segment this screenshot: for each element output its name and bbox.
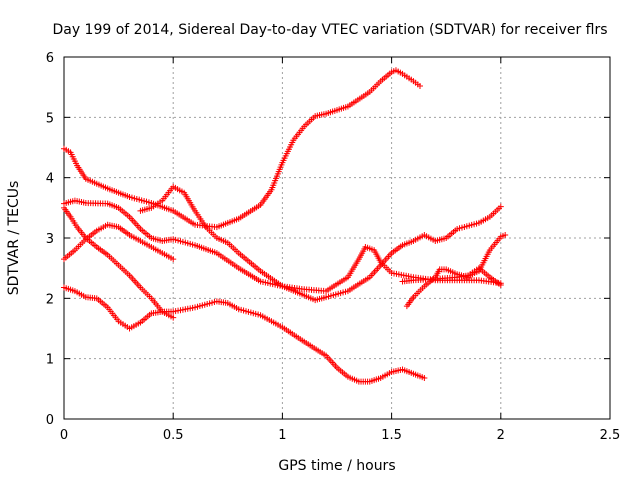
y-tick-label: 2	[46, 292, 54, 307]
y-tick-label: 1	[46, 353, 54, 368]
series-sat-h	[399, 265, 504, 289]
series-sat-f	[137, 183, 504, 304]
data-point	[416, 82, 423, 89]
x-tick-label: 2	[497, 428, 505, 443]
tick-labels: 0 0.5 1 1.5 2 2.5 0 1 2 3 4 5 6	[46, 51, 621, 443]
x-tick-label: 2.5	[600, 428, 621, 443]
x-tick-label: 1.5	[381, 428, 402, 443]
x-axis-label: GPS time / hours	[278, 458, 395, 474]
y-tick-label: 3	[46, 232, 54, 247]
y-tick-label: 5	[46, 111, 54, 126]
y-axis-label: SDTVAR / TECUs	[6, 181, 22, 296]
series-sat-b	[61, 197, 504, 295]
grid-lines	[64, 57, 610, 419]
data-point	[421, 374, 428, 381]
x-tick-label: 1	[278, 428, 286, 443]
data-point	[497, 282, 504, 289]
x-tick-label: 0	[60, 428, 68, 443]
axis-ticks	[63, 56, 611, 420]
data-point	[170, 314, 177, 321]
x-tick-label: 0.5	[163, 428, 184, 443]
data-point	[497, 203, 504, 210]
data-point	[170, 256, 177, 263]
y-tick-label: 0	[46, 413, 54, 428]
series-sat-e	[61, 284, 428, 385]
series-group	[61, 67, 509, 385]
data-point	[502, 231, 509, 238]
series-sat-c	[61, 221, 177, 263]
y-tick-label: 6	[46, 51, 54, 66]
chart-title: Day 199 of 2014, Sidereal Day-to-day VTE…	[52, 22, 607, 38]
y-tick-label: 4	[46, 172, 54, 187]
